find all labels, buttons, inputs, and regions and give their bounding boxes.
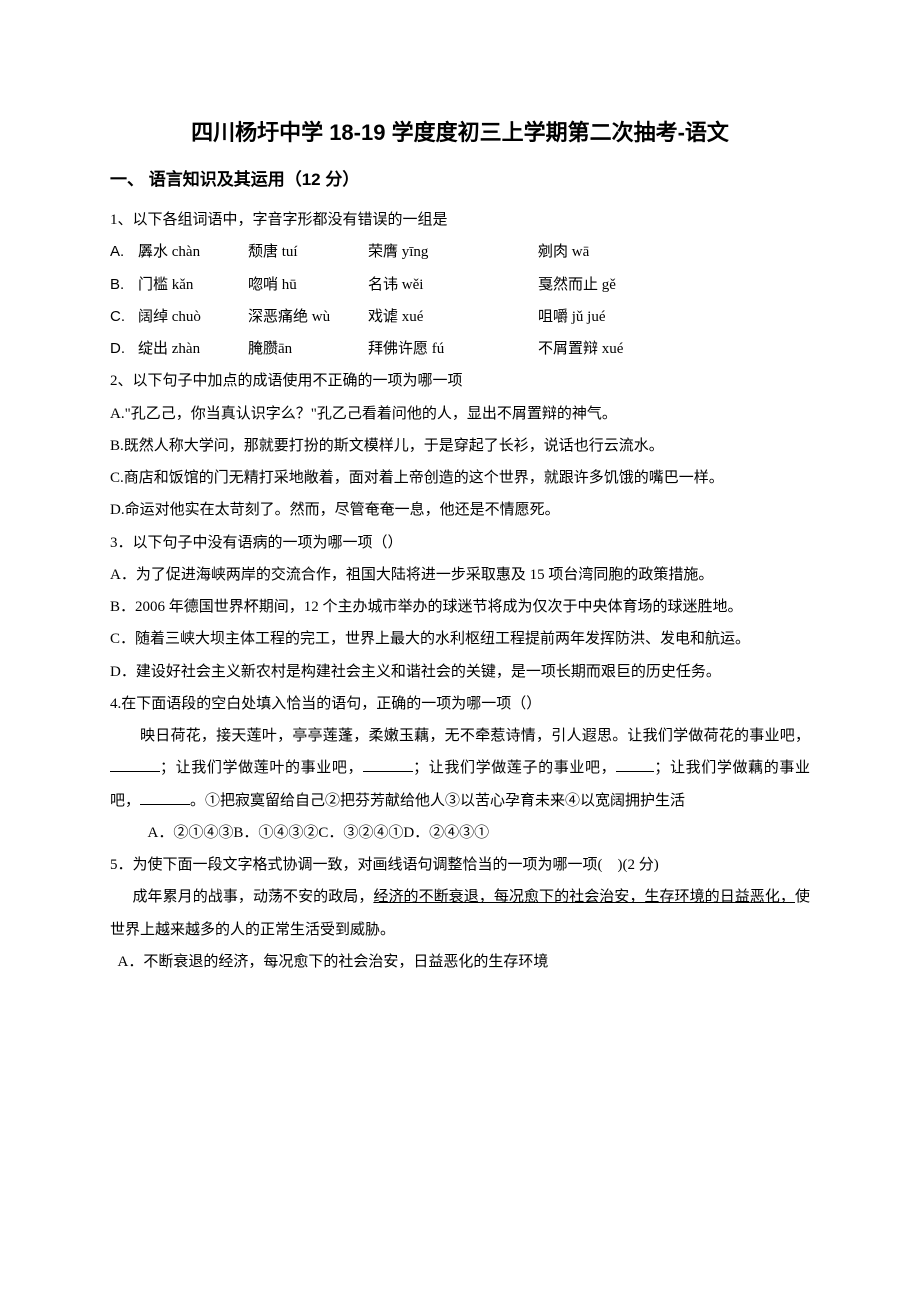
q4-passage-text: 。①把寂寞留给自己②把芬芳献给他人③以苦心孕育未来④以宽阔拥护生活 (190, 793, 685, 809)
option-col: 羼水 chàn (138, 236, 248, 268)
option-col: 名讳 wěi (368, 269, 538, 301)
q4-passage-text: ；让我们学做莲叶的事业吧， (160, 760, 363, 776)
option-col: 绽出 zhàn (138, 333, 248, 365)
option-label: D. (110, 333, 138, 365)
option-col: 拜佛许愿 fú (368, 333, 538, 365)
q2-option-b: B.既然人称大学问，那就要打扮的斯文模样儿，于是穿起了长衫，说话也行云流水。 (110, 430, 810, 462)
blank-fill (363, 759, 413, 773)
option-col: 不屑置辩 xué (538, 333, 810, 365)
q5-option-a: A．不断衰退的经济，每况愈下的社会治安，日益恶化的生存环境 (110, 946, 810, 978)
q4-passage: 映日荷花，接天莲叶，亭亭莲蓬，柔嫩玉藕，无不牵惹诗情，引人遐思。让我们学做荷花的… (110, 720, 810, 817)
option-col: 颓唐 tuí (248, 236, 368, 268)
q3-option-a: A．为了促进海峡两岸的交流合作，祖国大陆将进一步采取惠及 15 项台湾同胞的政策… (110, 559, 810, 591)
q4-answers: A．②①④③B．①④③②C．③②④①D．②④③① (110, 817, 810, 849)
q5-underlined: 经济的不断衰退，每况愈下的社会治安，生存环境的日益恶化， (373, 889, 795, 905)
option-col: 剜肉 wā (538, 236, 810, 268)
q4-stem: 4.在下面语段的空白处填入恰当的语句，正确的一项为哪一项（） (110, 688, 810, 720)
blank-fill (110, 759, 160, 773)
q4-passage-text: 映日荷花，接天莲叶，亭亭莲蓬，柔嫩玉藕，无不牵惹诗情，引人遐思。让我们学做荷花的… (140, 728, 810, 744)
section-1-header: 一、 语言知识及其运用（12 分） (110, 165, 810, 190)
blank-fill (140, 791, 190, 805)
exam-title: 四川杨圩中学 18-19 学度度初三上学期第二次抽考-语文 (110, 115, 810, 147)
option-col: 腌臜ān (248, 333, 368, 365)
q3-option-b: B．2006 年德国世界杯期间，12 个主办城市举办的球迷节将成为仅次于中央体育… (110, 591, 810, 623)
option-col: 深恶痛绝 wù (248, 301, 368, 333)
option-col: 唿哨 hū (248, 269, 368, 301)
q5-stem: 5．为使下面一段文字格式协调一致，对画线语句调整恰当的一项为哪一项( )(2 分… (110, 849, 810, 881)
option-col: 门槛 kǎn (138, 269, 248, 301)
q3-option-c: C．随着三峡大坝主体工程的完工，世界上最大的水利枢纽工程提前两年发挥防洪、发电和… (110, 623, 810, 655)
q2-option-d: D.命运对他实在太苛刻了。然而，尽管奄奄一息，他还是不情愿死。 (110, 494, 810, 526)
option-col: 戏谑 xué (368, 301, 538, 333)
q1-stem: 1、以下各组词语中，字音字形都没有错误的一组是 (110, 204, 810, 236)
option-col: 荣膺 yīng (368, 236, 538, 268)
q2-stem: 2、以下句子中加点的成语使用不正确的一项为哪一项 (110, 365, 810, 397)
q3-stem: 3．以下句子中没有语病的一项为哪一项（） (110, 527, 810, 559)
option-col: 阔绰 chuò (138, 301, 248, 333)
option-col: 咀嚼 jǔ jué (538, 301, 810, 333)
option-label: B. (110, 269, 138, 301)
q2-option-c: C.商店和饭馆的门无精打采地敞着，面对着上帝创造的这个世界，就跟许多饥饿的嘴巴一… (110, 462, 810, 494)
blank-fill (616, 759, 654, 773)
q3-option-d: D．建设好社会主义新农村是构建社会主义和谐社会的关键，是一项长期而艰巨的历史任务… (110, 656, 810, 688)
option-label: C. (110, 301, 138, 333)
option-col: 戛然而止 gě (538, 269, 810, 301)
q5-passage-pre: 成年累月的战事，动荡不安的政局， (133, 889, 374, 905)
q1-option-a: A. 羼水 chàn 颓唐 tuí 荣膺 yīng 剜肉 wā (110, 236, 810, 268)
q1-option-b: B. 门槛 kǎn 唿哨 hū 名讳 wěi 戛然而止 gě (110, 269, 810, 301)
q5-stem-post: )(2 分) (618, 857, 659, 873)
option-label: A. (110, 236, 138, 268)
q1-option-c: C. 阔绰 chuò 深恶痛绝 wù 戏谑 xué 咀嚼 jǔ jué (110, 301, 810, 333)
q4-passage-text: ；让我们学做莲子的事业吧， (413, 760, 616, 776)
q5-passage: 成年累月的战事，动荡不安的政局，经济的不断衰退，每况愈下的社会治安，生存环境的日… (110, 881, 810, 946)
q2-option-a: A."孔乙己，你当真认识字么？"孔乙己看着问他的人，显出不屑置辩的神气。 (110, 398, 810, 430)
q5-stem-pre: 5．为使下面一段文字格式协调一致，对画线语句调整恰当的一项为哪一项( (110, 857, 603, 873)
q1-option-d: D. 绽出 zhàn 腌臜ān 拜佛许愿 fú 不屑置辩 xué (110, 333, 810, 365)
